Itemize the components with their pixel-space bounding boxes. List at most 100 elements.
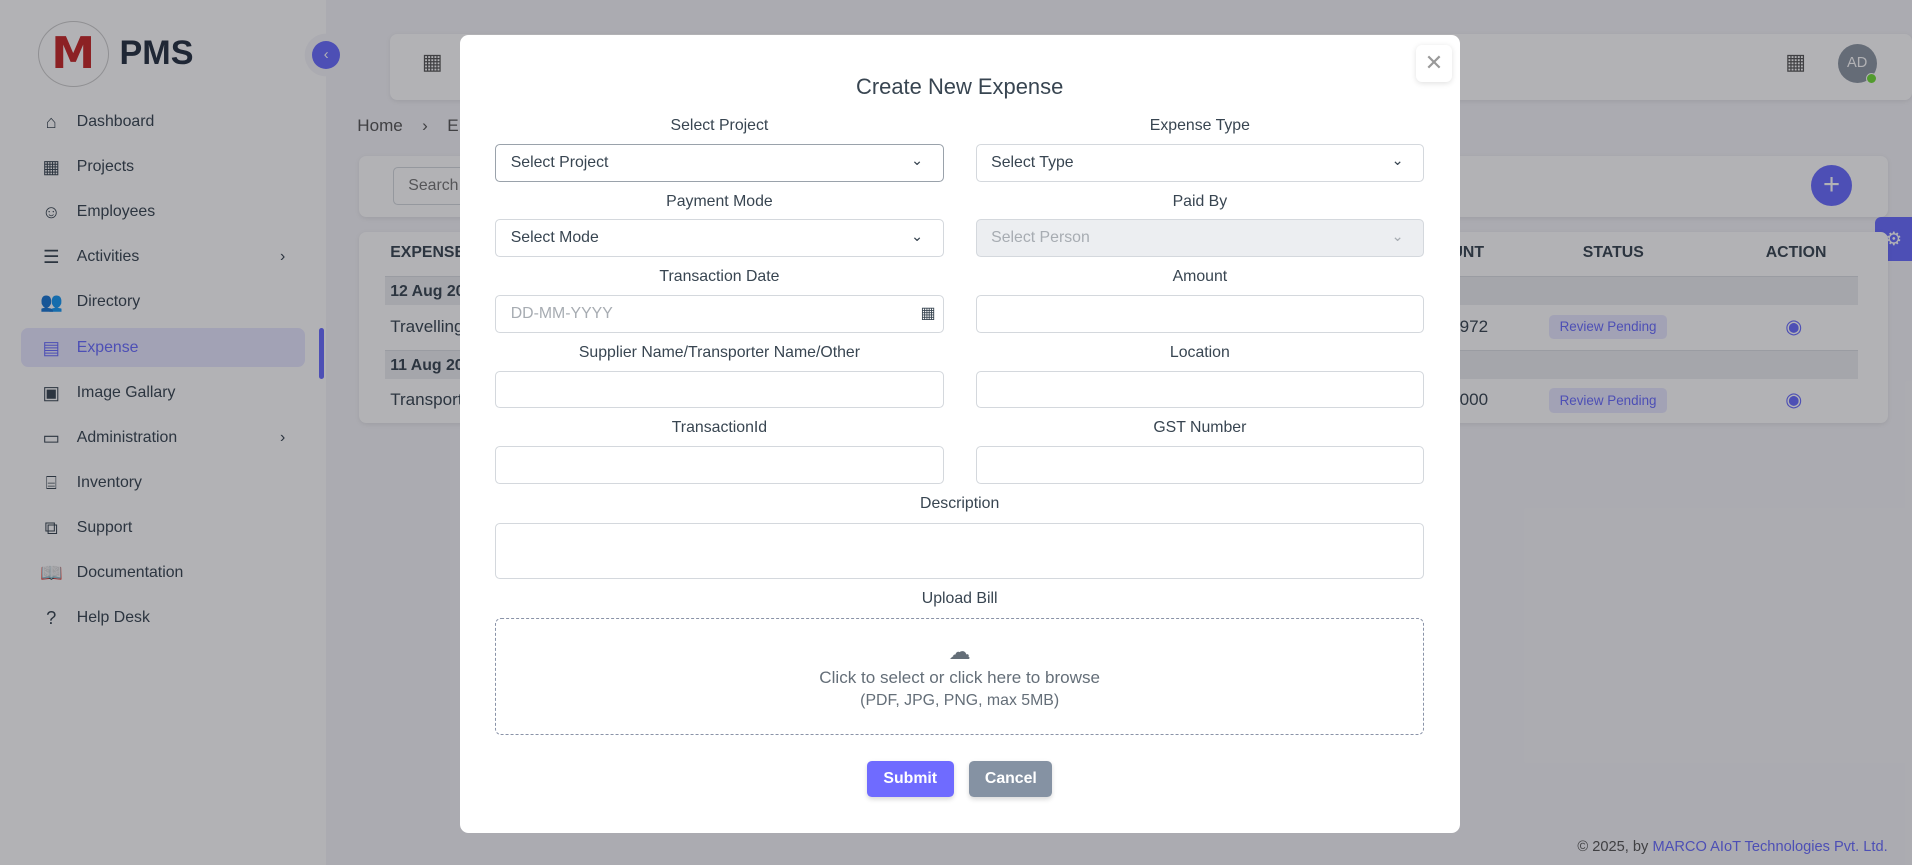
sidebar-item-label: Image Gallary [76, 383, 176, 401]
active-indicator [319, 328, 325, 380]
close-icon: ✕ [1424, 50, 1444, 76]
transaction-date-label: Transaction Date [659, 268, 780, 286]
supplier-label: Supplier Name/Transporter Name/Other [578, 343, 861, 361]
chevron-down-icon: ⌄ [911, 153, 924, 170]
chevron-down-icon: ⌄ [911, 228, 924, 245]
sidebar-item-help-desk[interactable]: ? Help Desk [21, 599, 305, 638]
submit-button[interactable]: Submit [866, 760, 954, 798]
chevron-right-icon: › [280, 248, 286, 266]
archive-icon: ▭ [42, 426, 60, 448]
sidebar-item-employees[interactable]: ☺ Employees [21, 193, 305, 232]
column-header-status: STATUS [1582, 243, 1644, 261]
sidebar-item-label: Help Desk [76, 609, 150, 627]
close-button[interactable]: ✕ [1415, 45, 1453, 82]
upload-hint: Click to select or click here to browse [819, 667, 1100, 687]
status-badge: Review Pending [1548, 314, 1668, 340]
add-expense-button[interactable]: + [1810, 164, 1853, 207]
payment-mode-select[interactable]: Select Mode ⌄ [495, 219, 944, 258]
brand-name: PMS [119, 34, 194, 73]
receipt-icon: ▤ [42, 336, 60, 358]
expense-type-select-value: Select Type [991, 153, 1074, 171]
upload-formats: (PDF, JPG, PNG, max 5MB) [860, 691, 1060, 709]
sidebar-item-label: Documentation [76, 564, 184, 582]
upload-dropzone[interactable]: ☁ Click to select or click here to brows… [495, 618, 1425, 736]
collapse-sidebar-button[interactable]: ‹ [312, 41, 341, 70]
sidebar-item-label: Projects [76, 158, 135, 176]
footer: © 2025, by MARCO AIoT Technologies Pvt. … [1577, 839, 1887, 855]
expense-cell: Transport [390, 390, 463, 410]
gst-number-input[interactable] [975, 446, 1425, 485]
create-expense-modal: Create New Expense ✕ Select Project Sele… [459, 35, 1460, 833]
amount-cell: 000 [1459, 390, 1489, 410]
project-label: Select Project [670, 117, 769, 135]
sidebar-item-inventory[interactable]: ⌸ Inventory [21, 463, 305, 502]
sidebar-item-dashboard[interactable]: ⌂ Dashboard [21, 102, 305, 141]
description-textarea[interactable] [495, 523, 1425, 580]
upload-bill-label: Upload Bill [921, 590, 998, 608]
sidebar-item-expense[interactable]: ▤ Expense [20, 328, 305, 368]
sidebar-item-label: Administration [76, 428, 178, 446]
breadcrumb-current: E [447, 115, 459, 135]
online-status-dot [1865, 73, 1877, 85]
footer-copyright: © 2025, by [1577, 838, 1653, 855]
sidebar-item-directory[interactable]: 👥 Directory [21, 283, 305, 322]
eye-icon[interactable]: ◉ [1785, 388, 1803, 411]
plus-icon: + [1822, 168, 1841, 201]
users-icon: 👥 [40, 291, 63, 313]
column-header-expense: EXPENSE [390, 243, 466, 261]
gst-number-label: GST Number [1153, 419, 1247, 437]
location-input[interactable] [975, 370, 1425, 409]
sliders-icon: ⚙ [1885, 227, 1902, 249]
description-label: Description [920, 495, 1000, 513]
book-icon: 📖 [40, 562, 63, 584]
calendar-icon[interactable]: ▦ [920, 305, 936, 323]
sidebar-item-label: Expense [76, 338, 139, 356]
chevron-left-icon: ‹ [323, 47, 329, 64]
expense-type-select[interactable]: Select Type ⌄ [975, 143, 1425, 182]
project-select-value: Select Project [510, 153, 609, 171]
sidebar-item-administration[interactable]: ▭ Administration › [21, 418, 305, 457]
amount-input[interactable] [975, 295, 1425, 333]
list-icon: ☰ [42, 246, 60, 268]
sidebar-item-support[interactable]: ⧉ Support [21, 508, 305, 547]
transaction-date-placeholder: DD-MM-YYYY [510, 304, 613, 322]
user-icon: ☺ [41, 201, 61, 223]
chevron-right-icon: › [422, 115, 428, 135]
paid-by-select: Select Person ⌄ [975, 219, 1425, 258]
apps-grid-icon[interactable]: ▦ [1785, 48, 1806, 74]
transaction-date-input[interactable]: DD-MM-YYYY ▦ [495, 295, 944, 333]
gallery-icon: ▣ [42, 381, 60, 403]
home-icon: ⌂ [45, 110, 57, 132]
modal-title: Create New Expense [856, 74, 1064, 100]
sidebar-item-label: Directory [76, 293, 141, 311]
sidebar-item-label: Employees [76, 203, 156, 221]
sidebar-item-projects[interactable]: ▦ Projects [21, 148, 305, 187]
store-icon: ⌸ [45, 471, 57, 493]
sidebar-item-label: Activities [76, 248, 140, 266]
payment-mode-label: Payment Mode [666, 192, 773, 210]
sidebar-item-activities[interactable]: ☰ Activities › [21, 238, 305, 277]
sidebar-item-documentation[interactable]: 📖 Documentation [21, 554, 305, 593]
project-select[interactable]: Select Project ⌄ [495, 143, 944, 182]
copy-icon: ⧉ [44, 516, 58, 538]
amount-cell: 972 [1459, 317, 1489, 337]
sidebar-item-label: Dashboard [76, 112, 155, 130]
cloud-upload-icon: ☁ [948, 639, 971, 665]
sidebar-item-image-gallary[interactable]: ▣ Image Gallary [21, 373, 305, 412]
logo: M [37, 20, 109, 87]
building-icon[interactable]: ▦ [421, 48, 443, 74]
chevron-down-icon: ⌄ [1391, 153, 1404, 170]
breadcrumb: Home › E [357, 116, 458, 136]
transaction-id-label: TransactionId [671, 419, 768, 437]
breadcrumb-home[interactable]: Home [357, 115, 403, 135]
cancel-button[interactable]: Cancel [969, 760, 1053, 798]
question-icon: ? [46, 607, 57, 629]
transaction-id-input[interactable] [495, 446, 944, 485]
expense-cell: Travelling [390, 317, 464, 337]
eye-icon[interactable]: ◉ [1785, 315, 1803, 338]
supplier-input[interactable] [495, 370, 944, 409]
sidebar: M PMS ⌂ Dashboard ▦ Projects ☺ Employees ☰ A… [0, 0, 326, 865]
company-link[interactable]: MARCO AIoT Technologies Pvt. Ltd. [1652, 838, 1888, 855]
sidebar-item-label: Support [76, 518, 133, 536]
amount-label: Amount [1172, 268, 1228, 286]
